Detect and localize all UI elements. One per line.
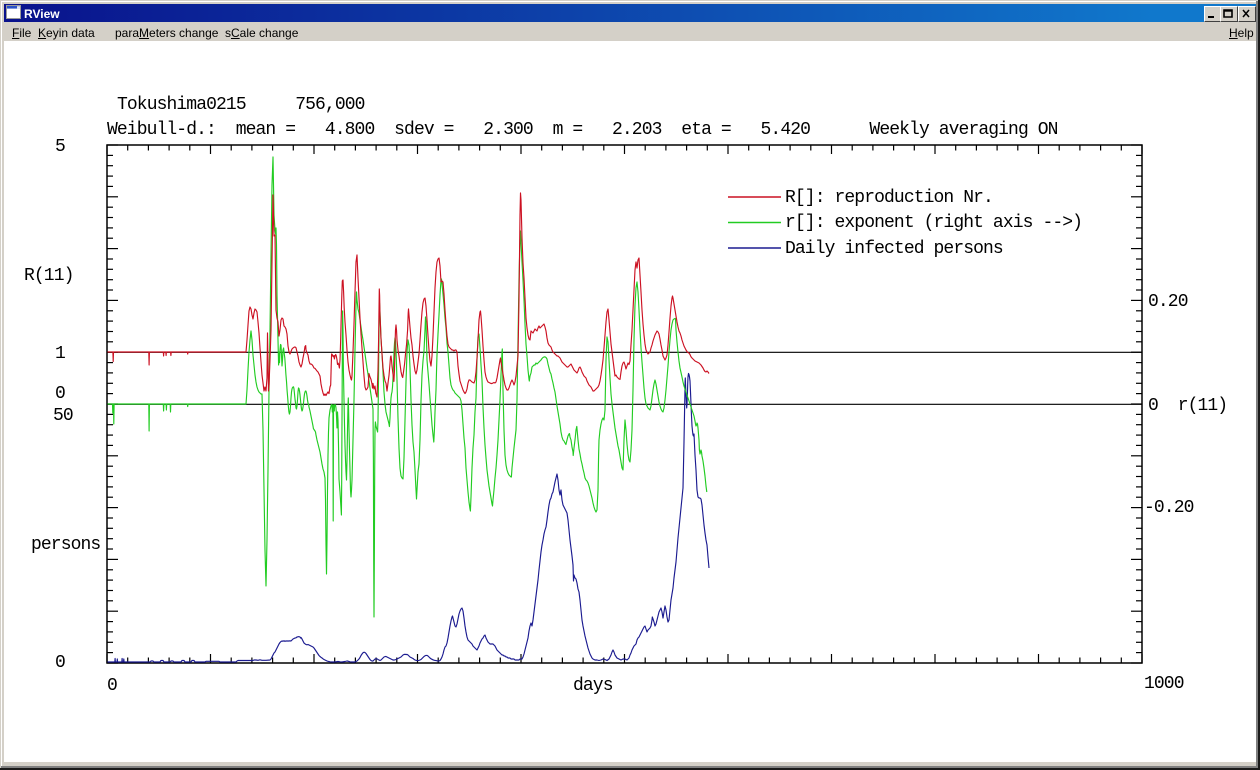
svg-text:0 r(11): 0 r(11) xyxy=(1148,396,1227,416)
svg-text:1000: 1000 xyxy=(1144,674,1184,694)
svg-text:0: 0 xyxy=(55,384,65,404)
svg-text:days: days xyxy=(573,676,613,696)
svg-text:-0.20: -0.20 xyxy=(1144,498,1194,518)
svg-text:r[]: exponent (right axis -->): r[]: exponent (right axis -->) xyxy=(785,213,1082,233)
svg-text:0: 0 xyxy=(107,676,117,696)
svg-text:Tokushima0215 756,000: Tokushima0215 756,000 xyxy=(117,95,365,115)
svg-text:Daily infected persons: Daily infected persons xyxy=(785,239,1003,259)
svg-text:persons: persons xyxy=(31,535,100,555)
svg-text:R(11): R(11) xyxy=(24,266,74,286)
svg-text:5: 5 xyxy=(55,137,65,157)
svg-text:Weibull-d.: mean = 4.800 s: Weibull-d.: mean = 4.800 sdev = 2.300 m … xyxy=(107,120,1058,140)
svg-text:0.20: 0.20 xyxy=(1148,292,1188,312)
svg-text:R[]: reproduction Nr.: R[]: reproduction Nr. xyxy=(785,188,993,208)
svg-text:1: 1 xyxy=(55,344,65,364)
svg-text:0: 0 xyxy=(55,653,65,673)
svg-text:50: 50 xyxy=(53,406,73,426)
